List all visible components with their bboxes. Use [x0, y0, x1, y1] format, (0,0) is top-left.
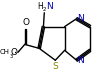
Text: CH: CH — [0, 49, 9, 55]
Text: N: N — [77, 56, 84, 65]
Text: 2: 2 — [43, 7, 47, 12]
Text: O: O — [10, 48, 17, 57]
Text: O: O — [22, 18, 29, 27]
Text: N: N — [77, 14, 84, 23]
Text: H: H — [37, 2, 43, 11]
Text: 3: 3 — [9, 54, 13, 59]
Text: N: N — [46, 2, 53, 11]
Text: S: S — [52, 62, 58, 71]
